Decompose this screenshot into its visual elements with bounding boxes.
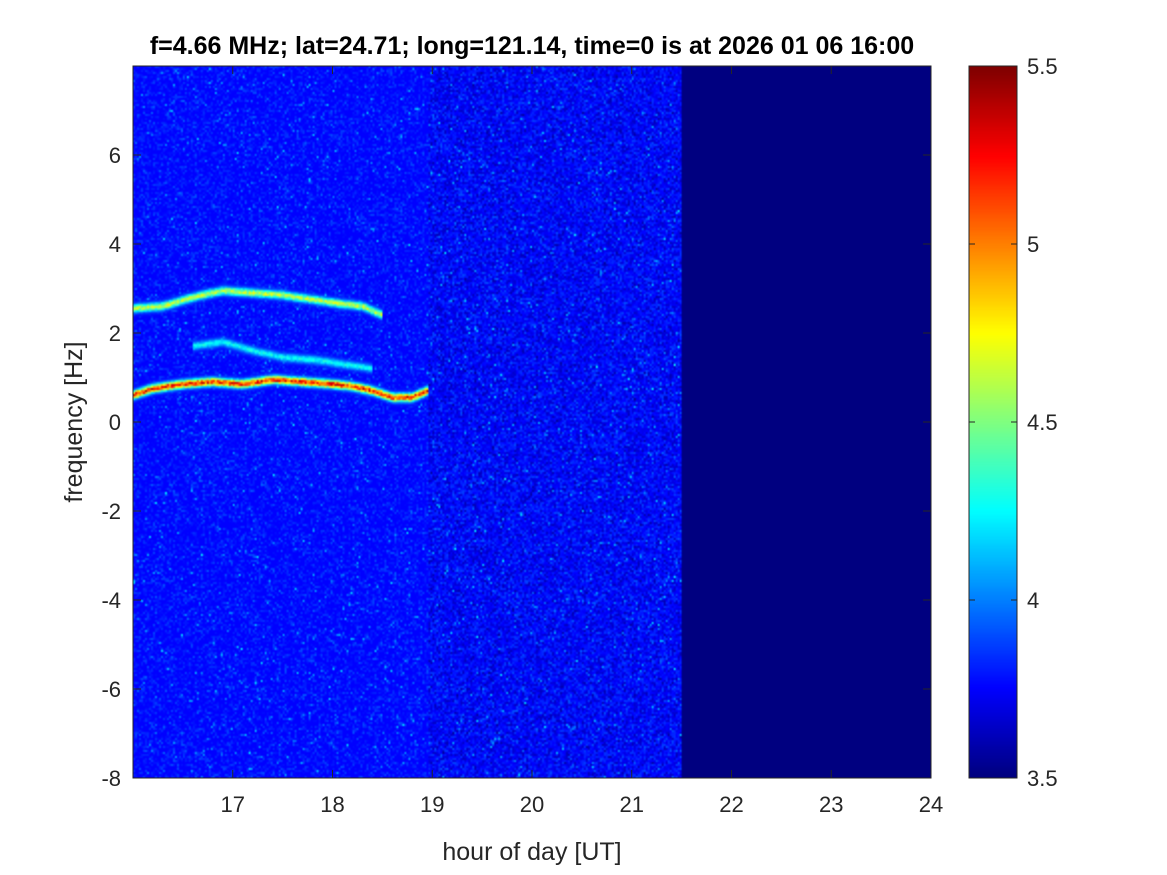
x-tick-label: 17 (221, 792, 245, 817)
x-tick-label: 21 (620, 792, 644, 817)
x-tick-label: 24 (919, 792, 943, 817)
colorbar-tick-label: 5 (1027, 232, 1039, 257)
x-axis: 17 18 19 20 21 22 23 24 (221, 66, 943, 817)
colorbar-tick-label: 4.5 (1027, 410, 1058, 435)
chart-title: f=4.66 MHz; lat=24.71; long=121.14, time… (150, 32, 914, 60)
y-tick-label: 2 (109, 321, 121, 346)
colorbar-ticks: 3.5 4 4.5 5 5.5 (969, 54, 1058, 791)
heatmap-image (133, 66, 931, 778)
y-tick-label: 0 (109, 410, 121, 435)
x-tick-label: 22 (719, 792, 743, 817)
y-tick-label: 4 (109, 232, 121, 257)
y-tick-label: -2 (101, 499, 121, 524)
x-axis-label: hour of day [UT] (442, 838, 621, 866)
x-tick-label: 18 (320, 792, 344, 817)
colorbar: 3.5 4 4.5 5 5.5 (968, 54, 1058, 791)
y-tick-label: -4 (101, 588, 121, 613)
y-tick-label: -8 (101, 766, 121, 791)
colorbar-tick-label: 5.5 (1027, 54, 1058, 79)
colorbar-gradient (969, 66, 1017, 778)
colorbar-tick-label: 3.5 (1027, 766, 1058, 791)
x-tick-label: 20 (520, 792, 544, 817)
x-tick-label: 19 (420, 792, 444, 817)
x-tick-label: 23 (819, 792, 843, 817)
y-tick-label: -6 (101, 677, 121, 702)
y-tick-label: 6 (109, 143, 121, 168)
plot-area (132, 65, 932, 779)
y-axis: -8 -6 -4 -2 0 2 4 6 (101, 143, 931, 791)
colorbar-tick-label: 4 (1027, 588, 1039, 613)
y-axis-label: frequency [Hz] (60, 341, 88, 502)
